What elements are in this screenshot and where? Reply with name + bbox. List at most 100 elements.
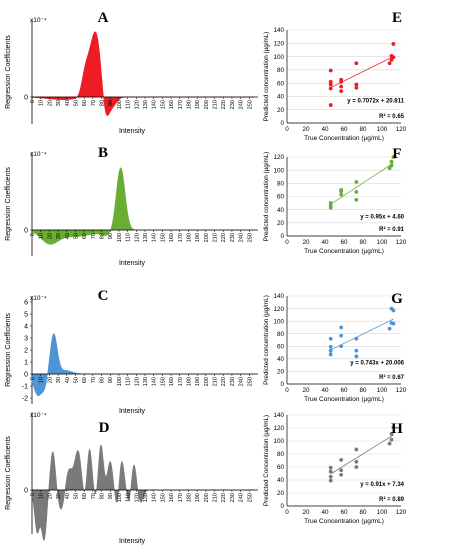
- data-point: [389, 431, 394, 436]
- x-tick-label: 50: [73, 233, 79, 239]
- data-point: [328, 469, 333, 474]
- x-tick-label: 30: [56, 100, 62, 106]
- y-tick-label: 0: [24, 228, 28, 235]
- x-tick-label: 10: [39, 233, 45, 239]
- panel-a: 0 10 20 30 40 50 60 70 80 90 100 110 120 130 140 150 160…: [5, 10, 258, 135]
- x-tick-label: 20: [47, 233, 53, 239]
- x-tick-label: 160: [169, 100, 175, 109]
- x-tick-label: 220: [221, 100, 227, 109]
- data-point: [387, 326, 392, 331]
- y-tick-label: 1: [24, 360, 28, 367]
- data-point: [387, 61, 392, 66]
- data-point: [354, 459, 359, 464]
- x-axis-label: True Concentration (µg/mL): [304, 518, 384, 525]
- data-point: [387, 166, 392, 171]
- scale-label: x10⁻⁴: [30, 151, 47, 158]
- x-tick-label: 90: [108, 233, 114, 239]
- y-tick-label: 60: [277, 343, 285, 350]
- panel-d: 0 10 20 30 40 50 60 70 80 90 100 110 120 130 140 150 160…: [5, 412, 258, 545]
- x-tick-label: 110: [126, 493, 132, 502]
- x-tick-label: 30: [56, 233, 62, 239]
- x-tick-label: 80: [359, 387, 367, 394]
- x-tick-label: 40: [321, 387, 329, 394]
- x-tick-label: 70: [91, 377, 97, 383]
- x-tick-label: 20: [47, 100, 53, 106]
- panel-letter: H: [391, 421, 403, 437]
- x-tick-label: 100: [377, 126, 388, 133]
- x-tick-label: 40: [321, 239, 329, 246]
- x-tick-label: 80: [100, 233, 106, 239]
- x-tick-label: 100: [117, 233, 123, 242]
- x-tick-label: 100: [377, 239, 388, 246]
- x-tick-label: 240: [239, 233, 245, 242]
- x-tick-label: 250: [247, 100, 253, 109]
- x-tick-label: 50: [73, 377, 79, 383]
- x-tick-label: 110: [126, 233, 132, 242]
- x-tick-label: 60: [82, 377, 88, 383]
- panel-letter: C: [98, 288, 109, 304]
- x-tick-label: 240: [239, 377, 245, 386]
- x-tick-label: 90: [108, 493, 114, 499]
- x-axis-label: Intensity: [119, 538, 146, 545]
- x-tick-label: 140: [152, 377, 158, 386]
- data-point: [391, 55, 396, 60]
- y-tick-label: 2: [24, 348, 28, 355]
- x-tick-label: 80: [100, 100, 106, 106]
- data-point: [354, 348, 359, 353]
- data-point: [354, 189, 359, 194]
- data-point: [354, 61, 359, 66]
- x-tick-label: 60: [82, 233, 88, 239]
- x-tick-label: 80: [359, 126, 367, 133]
- data-point: [391, 321, 396, 326]
- x-tick-label: 100: [117, 493, 123, 502]
- x-tick-label: 110: [126, 100, 132, 109]
- x-tick-label: 120: [396, 387, 407, 394]
- y-tick-label: 140: [273, 412, 284, 419]
- y-tick-label: 140: [273, 293, 284, 300]
- x-tick-label: 0: [285, 387, 289, 394]
- data-point: [354, 82, 359, 87]
- x-tick-label: 50: [73, 100, 79, 106]
- r-squared: R² = 0.67: [379, 374, 405, 381]
- x-tick-label: 20: [302, 239, 310, 246]
- x-tick-label: 230: [230, 493, 236, 502]
- x-tick-label: 80: [359, 239, 367, 246]
- data-point: [389, 159, 394, 164]
- x-tick-label: 60: [340, 126, 348, 133]
- x-tick-label: 160: [169, 233, 175, 242]
- x-tick-label: 0: [30, 377, 36, 380]
- x-tick-label: 60: [82, 493, 88, 499]
- x-tick-label: 140: [152, 100, 158, 109]
- y-tick-label: 0: [24, 488, 28, 495]
- x-tick-label: 140: [152, 493, 158, 502]
- y-tick-label: 140: [273, 27, 284, 34]
- data-point: [354, 354, 359, 359]
- y-tick-label: 60: [277, 464, 285, 471]
- y-axis-label: Predicted concentration (µg/mL): [263, 32, 270, 122]
- y-tick-label: 100: [273, 54, 284, 61]
- x-tick-label: 20: [302, 509, 310, 516]
- x-tick-label: 150: [160, 493, 166, 502]
- y-tick-label: -2: [22, 396, 28, 403]
- data-point: [328, 478, 333, 483]
- y-tick-label: 100: [273, 167, 284, 174]
- x-tick-label: 0: [285, 239, 289, 246]
- x-tick-label: 150: [160, 233, 166, 242]
- y-tick-label: 5: [24, 312, 28, 319]
- x-tick-label: 100: [117, 100, 123, 109]
- r-squared: R² = 0.89: [379, 496, 405, 503]
- x-tick-label: 130: [143, 493, 149, 502]
- x-tick-label: 60: [340, 509, 348, 516]
- x-tick-label: 90: [108, 377, 114, 383]
- y-tick-label: 80: [277, 331, 285, 338]
- x-tick-label: 180: [186, 233, 192, 242]
- x-tick-label: 20: [47, 377, 53, 383]
- r-squared: R² = 0.65: [379, 113, 405, 120]
- y-tick-label: 60: [277, 194, 285, 201]
- r-squared: R² = 0.91: [379, 226, 405, 233]
- x-tick-label: 220: [221, 377, 227, 386]
- regression-equation: y = 0.7072x + 20.811: [347, 99, 404, 105]
- x-tick-label: 120: [396, 126, 407, 133]
- x-tick-label: 10: [39, 100, 45, 106]
